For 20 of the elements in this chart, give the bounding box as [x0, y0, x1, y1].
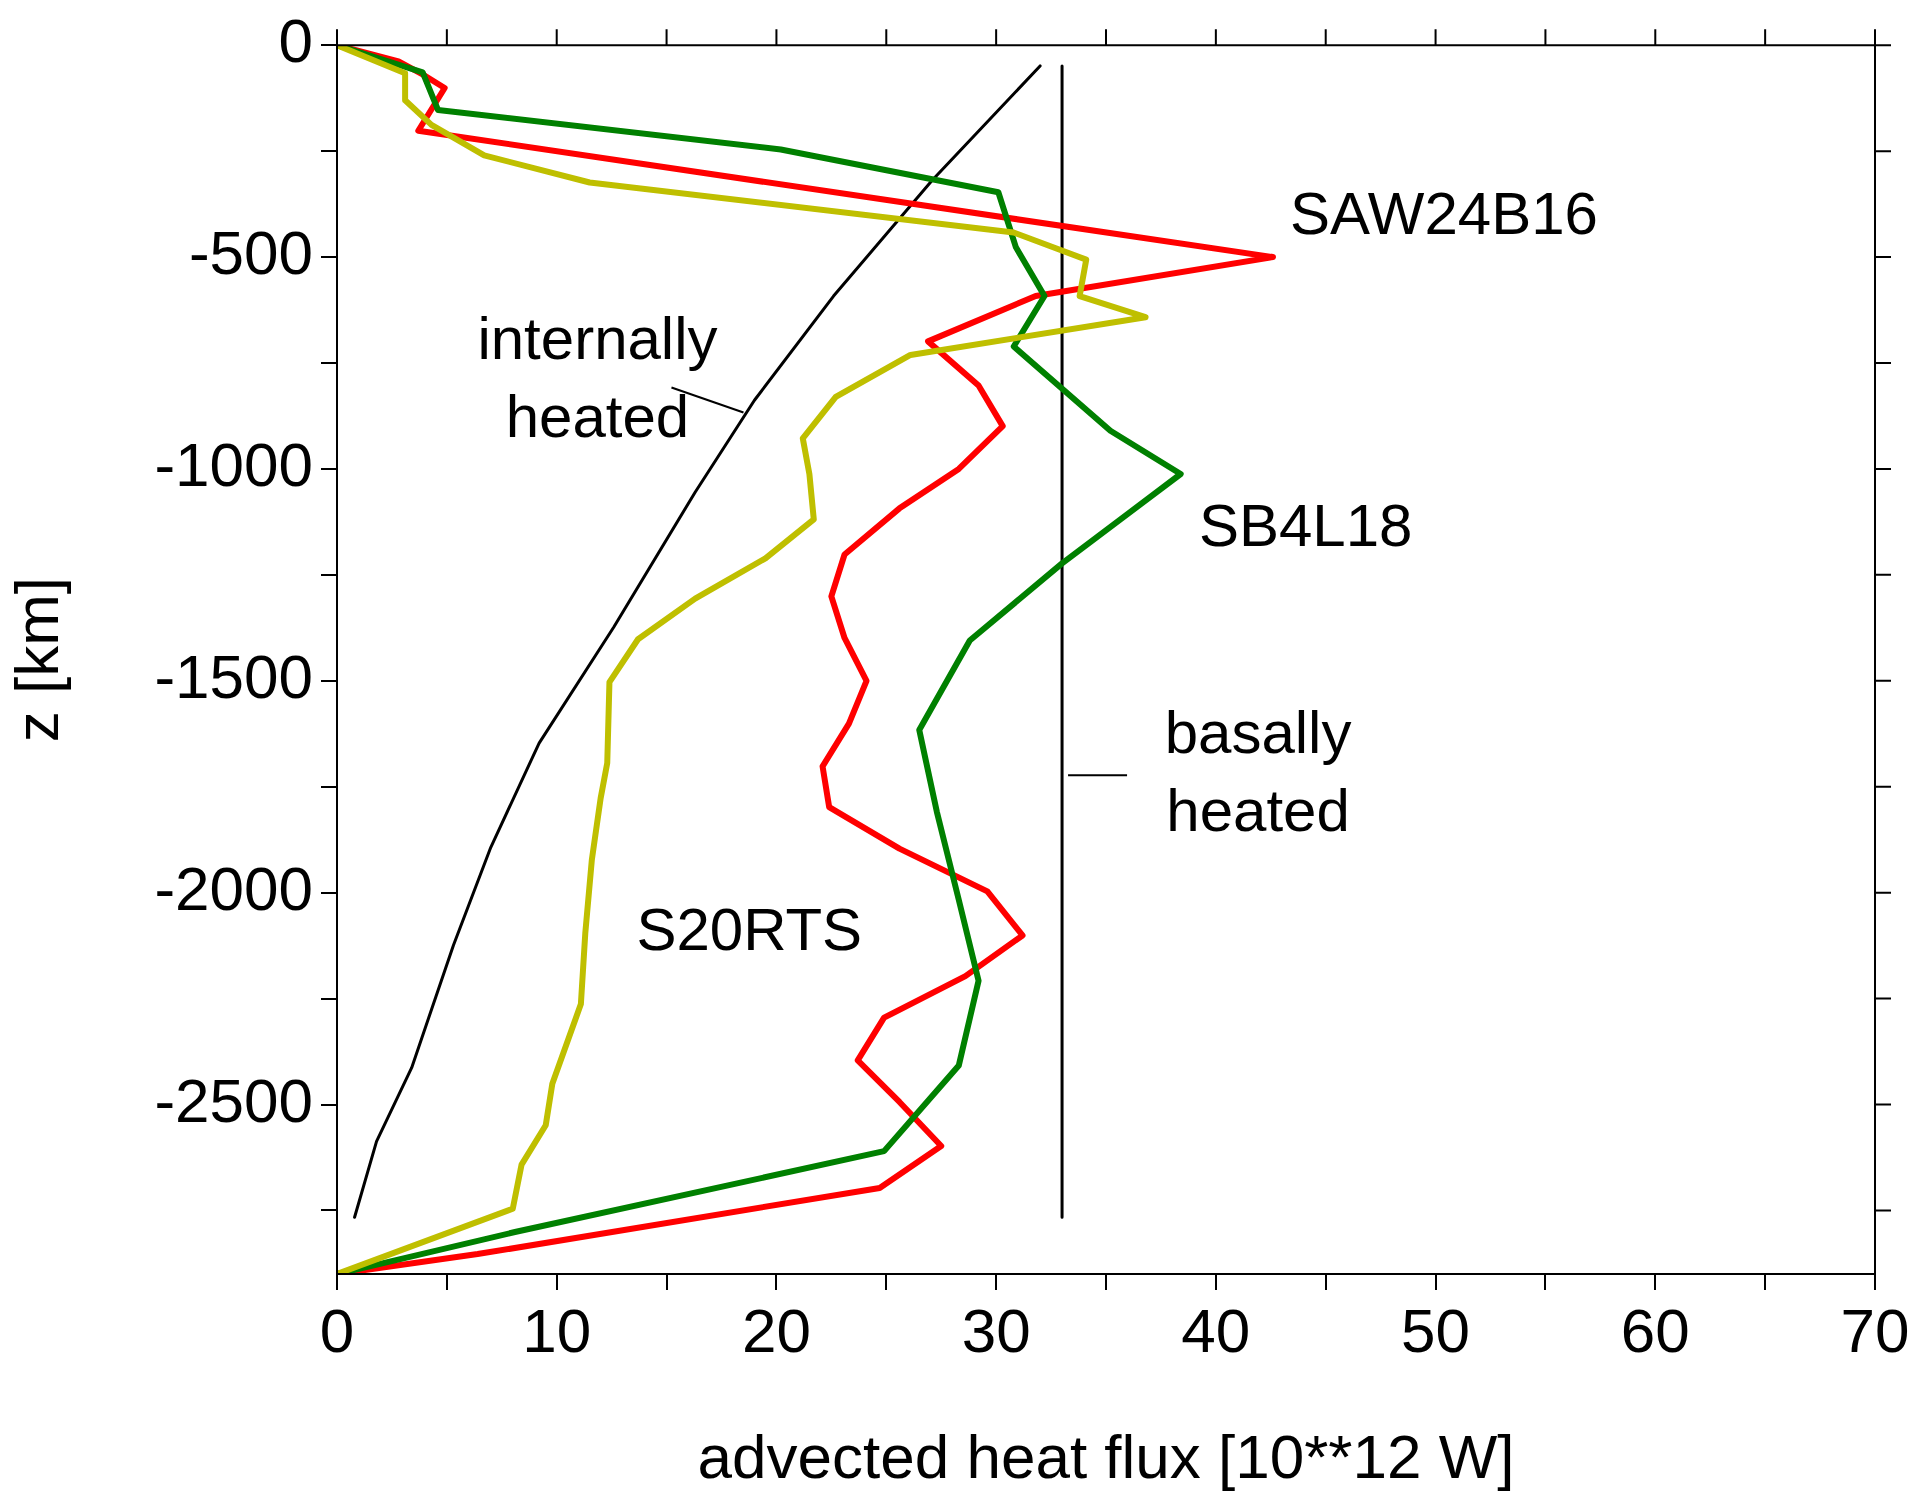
- y-tick-label: -1500: [154, 641, 313, 711]
- x-tick-label: 20: [741, 1296, 811, 1366]
- x-tick-label: 30: [961, 1296, 1031, 1366]
- annotation: basally heated: [1164, 698, 1352, 844]
- x-tick-label: 60: [1620, 1296, 1690, 1366]
- y-tick-label: -2000: [154, 853, 313, 923]
- x-tick-label: 70: [1840, 1296, 1910, 1366]
- y-tick-label: -500: [188, 218, 313, 288]
- y-tick-label: -2500: [154, 1065, 313, 1135]
- y-tick-label: -1000: [154, 430, 313, 500]
- x-tick-label: 10: [522, 1296, 592, 1366]
- y-axis-title: z [km]: [2, 576, 72, 743]
- annotation: internally heated: [477, 305, 718, 451]
- y-tick-label: 0: [278, 6, 313, 76]
- annotation: S20RTS: [636, 895, 863, 963]
- x-tick-label: 50: [1401, 1296, 1471, 1366]
- annotation: SAW24B16: [1290, 179, 1598, 247]
- annotation: SB4L18: [1198, 491, 1413, 559]
- x-tick-label: 40: [1181, 1296, 1251, 1366]
- x-axis-title: advected heat flux [10**12 W]: [697, 1421, 1515, 1491]
